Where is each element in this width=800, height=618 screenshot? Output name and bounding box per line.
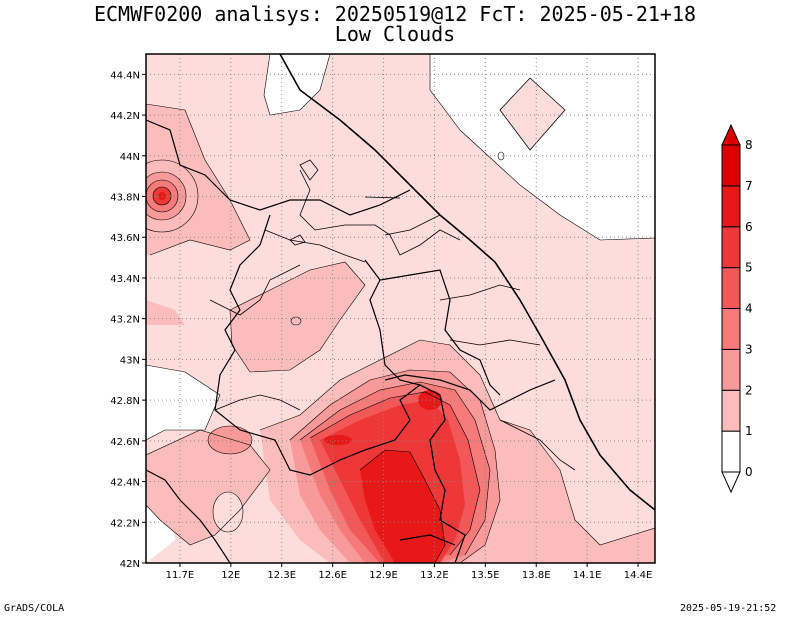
colorbar-label: 5 xyxy=(745,261,753,275)
colorbar-segment xyxy=(721,348,741,391)
colorbar-segment xyxy=(721,185,741,228)
cloud-field xyxy=(146,54,655,563)
lon-tick-label: 13.5E xyxy=(471,570,500,581)
lat-tick-label: 42.2N xyxy=(110,518,140,529)
colorbar-label: 2 xyxy=(745,383,753,397)
lat-tick-label: 44.2N xyxy=(110,111,140,122)
lat-tick-label: 44N xyxy=(120,152,140,163)
colorbar: 0 1 2 3 4 5 6 7 8 xyxy=(721,123,753,494)
lon-tick-label: 12E xyxy=(221,570,240,581)
colorbar-upper-arrow xyxy=(721,123,741,146)
map-title: ECMWF0200 analisys: 20250519@12 FcT: 202… xyxy=(93,2,697,26)
colorbar-label: 6 xyxy=(745,220,753,234)
colorbar-label: 0 xyxy=(745,465,753,479)
colorbar-segment xyxy=(721,308,741,350)
lat-tick-label: 42.6N xyxy=(110,437,140,448)
lon-tick-label: 11.7E xyxy=(166,570,195,581)
lat-tick-label: 43.8N xyxy=(110,193,140,204)
lat-tick-label: 43.4N xyxy=(110,274,140,285)
lat-tick-label: 43.6N xyxy=(110,233,140,244)
lat-tick-label: 43N xyxy=(120,355,140,366)
colorbar-segment xyxy=(721,144,741,187)
colorbar-label: 4 xyxy=(745,302,753,316)
longitude-axis: 11.7E 12E 12.3E 12.6E 12.9E 13.2E 13.5E 13.8E 14… xyxy=(166,563,653,581)
latitude-axis: 44.4N 44.2N 44N 43.8N 43.6N 43.4N 43.2N 43N 42.8… xyxy=(110,70,146,570)
region-boundaries xyxy=(146,54,655,563)
lon-tick-label: 13.2E xyxy=(420,570,449,581)
colorbar-lower-arrow xyxy=(721,471,741,494)
lon-tick-label: 12.6E xyxy=(318,570,347,581)
contour-lines xyxy=(146,54,655,563)
lat-tick-label: 43.2N xyxy=(110,315,140,326)
colorbar-label: 7 xyxy=(745,179,753,193)
map-subtitle: Low Clouds xyxy=(334,22,456,46)
footer-timestamp: 2025-05-19-21:52 xyxy=(680,603,777,614)
colorbar-segment xyxy=(721,226,741,269)
lon-tick-label: 14.1E xyxy=(573,570,602,581)
lon-tick-label: 12.3E xyxy=(267,570,296,581)
lat-tick-label: 42.8N xyxy=(110,396,140,407)
colorbar-label: 8 xyxy=(745,138,753,152)
lat-tick-label: 44.4N xyxy=(110,70,140,81)
lon-tick-label: 12.9E xyxy=(369,570,398,581)
colorbar-label: 3 xyxy=(745,342,753,356)
lat-tick-label: 42.4N xyxy=(110,478,140,489)
gridlines xyxy=(146,54,655,563)
colorbar-label: 1 xyxy=(745,424,753,438)
colorbar-segment xyxy=(721,430,741,473)
lon-tick-label: 14.4E xyxy=(624,570,653,581)
footer-software-label: GrADS/COLA xyxy=(4,603,65,614)
plot-frame xyxy=(145,53,656,564)
lon-tick-label: 13.8E xyxy=(522,570,551,581)
lat-tick-label: 42N xyxy=(120,559,140,570)
colorbar-segment xyxy=(721,267,741,309)
colorbar-segment xyxy=(721,389,741,432)
